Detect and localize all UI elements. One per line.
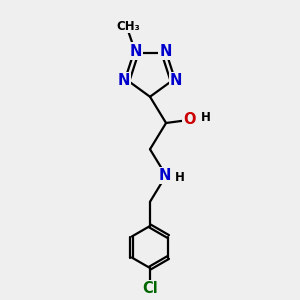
- Text: O: O: [183, 112, 196, 127]
- Text: CH₃: CH₃: [117, 20, 140, 32]
- Text: H: H: [175, 171, 185, 184]
- Text: N: N: [158, 168, 171, 183]
- Text: N: N: [159, 44, 172, 59]
- Text: N: N: [170, 73, 182, 88]
- Text: N: N: [118, 73, 130, 88]
- Text: Cl: Cl: [142, 281, 158, 296]
- Text: N: N: [130, 44, 142, 59]
- Text: H: H: [201, 111, 211, 124]
